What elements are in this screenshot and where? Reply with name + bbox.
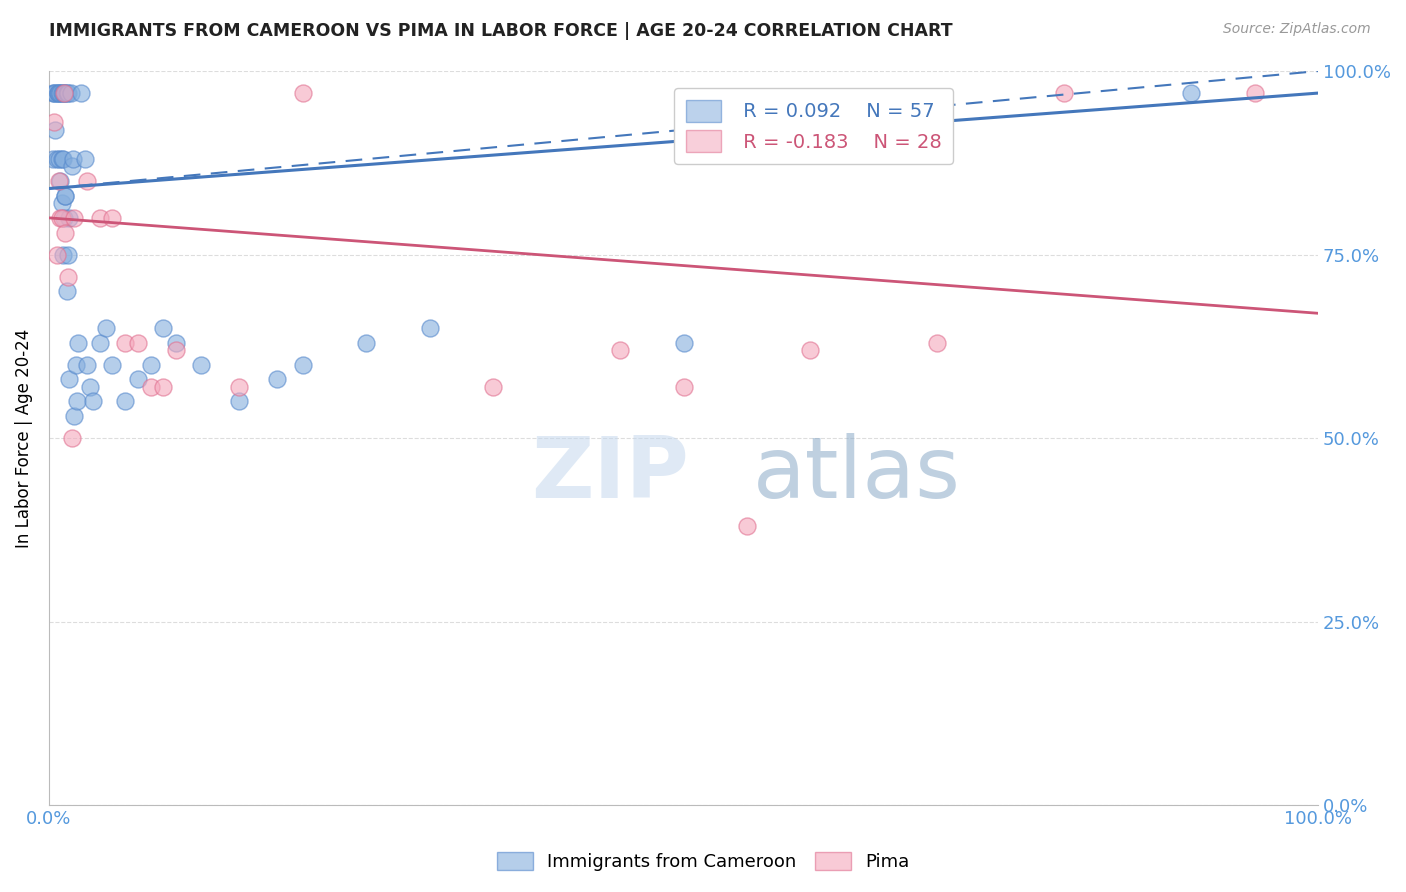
Point <box>127 335 149 350</box>
Point <box>49 211 72 225</box>
Point <box>356 335 378 350</box>
Point <box>89 211 111 225</box>
Point <box>55 226 77 240</box>
Point <box>82 394 104 409</box>
Point <box>152 380 174 394</box>
Point <box>56 86 79 100</box>
Point <box>52 86 75 100</box>
Legend: Immigrants from Cameroon, Pima: Immigrants from Cameroon, Pima <box>489 845 917 879</box>
Point <box>55 189 77 203</box>
Point <box>79 380 101 394</box>
Point <box>63 211 86 225</box>
Y-axis label: In Labor Force | Age 20-24: In Labor Force | Age 20-24 <box>15 328 32 548</box>
Point <box>52 152 75 166</box>
Point <box>228 394 250 409</box>
Text: Source: ZipAtlas.com: Source: ZipAtlas.com <box>1223 22 1371 37</box>
Point <box>291 358 314 372</box>
Point <box>127 372 149 386</box>
Point <box>42 115 65 129</box>
Point <box>152 321 174 335</box>
Point <box>42 152 65 166</box>
Point <box>44 86 66 100</box>
Point <box>48 174 70 188</box>
Point <box>73 152 96 166</box>
Point <box>228 380 250 394</box>
Point <box>799 343 821 357</box>
Point <box>51 211 73 225</box>
Point <box>59 86 82 100</box>
Point <box>165 335 187 350</box>
Point <box>51 86 73 100</box>
Point <box>190 358 212 372</box>
Point <box>1053 86 1076 100</box>
Point <box>46 86 69 100</box>
Point <box>672 335 695 350</box>
Point <box>672 380 695 394</box>
Point <box>139 380 162 394</box>
Point <box>1243 86 1265 100</box>
Point <box>1180 86 1202 100</box>
Point <box>53 86 76 100</box>
Point <box>927 335 949 350</box>
Legend:  R = 0.092    N = 57,  R = -0.183    N = 28: R = 0.092 N = 57, R = -0.183 N = 28 <box>675 88 953 164</box>
Point <box>165 343 187 357</box>
Point <box>94 321 117 335</box>
Point <box>56 269 79 284</box>
Point <box>53 86 76 100</box>
Point <box>58 211 80 225</box>
Point <box>101 211 124 225</box>
Point <box>609 343 631 357</box>
Point <box>42 86 65 100</box>
Point <box>89 335 111 350</box>
Point <box>51 152 73 166</box>
Point <box>114 394 136 409</box>
Point <box>48 152 70 166</box>
Point <box>419 321 441 335</box>
Point <box>42 86 65 100</box>
Point <box>66 394 89 409</box>
Point <box>46 86 69 100</box>
Point <box>45 247 67 261</box>
Point <box>735 519 758 533</box>
Point <box>49 86 72 100</box>
Text: atlas: atlas <box>754 434 962 516</box>
Point <box>482 380 505 394</box>
Point <box>55 285 77 299</box>
Point <box>67 335 90 350</box>
Point <box>139 358 162 372</box>
Point <box>65 358 87 372</box>
Text: ZIP: ZIP <box>531 434 689 516</box>
Text: IMMIGRANTS FROM CAMEROON VS PIMA IN LABOR FORCE | AGE 20-24 CORRELATION CHART: IMMIGRANTS FROM CAMEROON VS PIMA IN LABO… <box>49 22 953 40</box>
Point <box>101 358 124 372</box>
Point <box>52 247 75 261</box>
Point <box>55 86 77 100</box>
Point <box>55 189 77 203</box>
Point <box>58 372 80 386</box>
Point <box>76 358 98 372</box>
Point <box>69 86 91 100</box>
Point <box>55 86 77 100</box>
Point <box>56 247 79 261</box>
Point <box>45 152 67 166</box>
Point <box>114 335 136 350</box>
Point <box>60 431 83 445</box>
Point <box>266 372 288 386</box>
Point <box>44 122 66 136</box>
Point <box>62 152 84 166</box>
Point <box>48 86 70 100</box>
Point <box>53 211 76 225</box>
Point <box>60 160 83 174</box>
Point <box>76 174 98 188</box>
Point <box>63 409 86 423</box>
Point <box>49 174 72 188</box>
Point <box>291 86 314 100</box>
Point <box>51 196 73 211</box>
